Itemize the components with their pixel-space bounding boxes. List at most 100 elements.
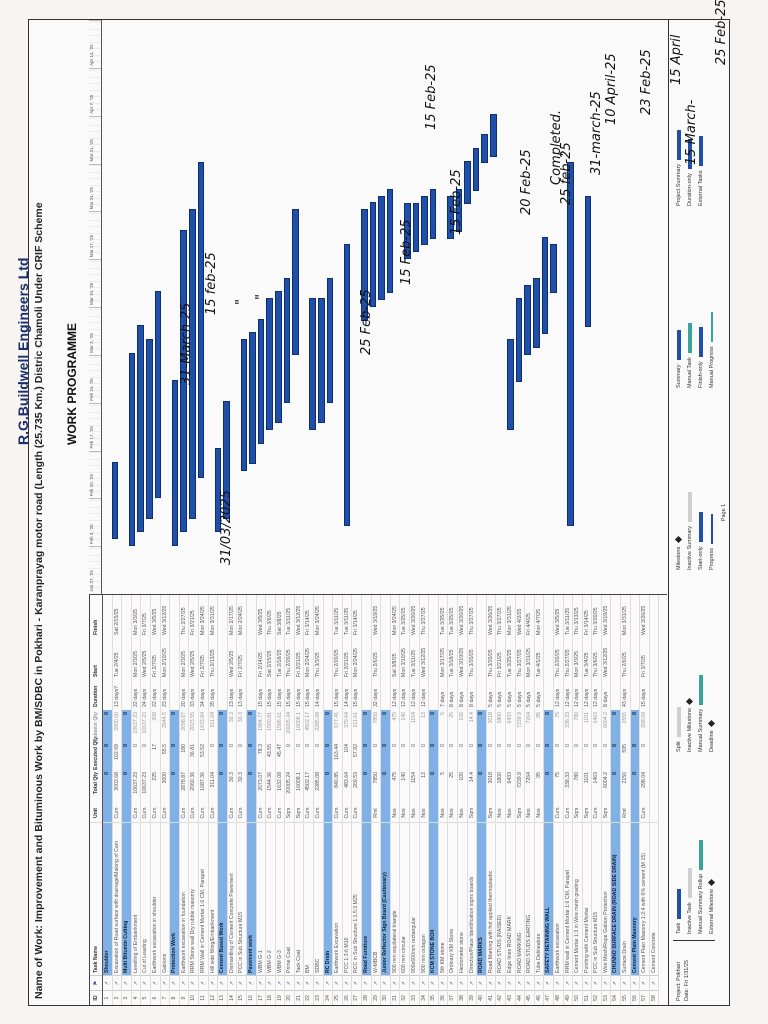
table-row: 9 ➚ Earthwork excavation in foundation Cum 2… — [179, 595, 190, 1005]
cell-name: ROAD MARKING — [515, 822, 525, 975]
task-mode-icon: ➚ — [457, 975, 467, 990]
task-bar — [128, 352, 136, 547]
table-row: 30 ➚ Junior Reflector Sign Board (Cautiona… — [381, 595, 391, 1005]
cell-start: Tue 4/1/25 — [535, 652, 542, 677]
table-row: 50 ➚ Cement Mortar 1:3 in Wire mesh gradin… — [573, 595, 583, 1005]
cell-name: PCC in Sub Structure M15 — [237, 822, 246, 975]
task-mode-icon: ➚ — [525, 975, 534, 990]
cell-tq: 140 — [401, 772, 408, 781]
task-bar — [533, 277, 540, 348]
cell-start — [650, 635, 659, 677]
legend-label: Summary — [675, 364, 682, 388]
cell-dur — [362, 677, 371, 710]
cell-fin: Wed 3/12/25 — [161, 605, 168, 635]
cell-fin — [429, 595, 438, 635]
cell-name: CHUNNO SURFACE DRAIN (ROAD SIDE DRAIN) — [611, 822, 621, 975]
cell-start: Wed 2/5/25 — [190, 650, 197, 677]
table-row: 23 ➚ SDBC Cum 2285.08 0 2285.08 14 days Thu 3/3/… — [314, 595, 324, 1005]
legend-label: Project Summary — [675, 163, 682, 206]
cell-name: Earthwork excavation in shoulder — [150, 822, 160, 975]
cell-dur: 12 days — [554, 688, 561, 707]
legend-swatch-icon — [676, 129, 681, 160]
cell-eq: 0 — [132, 744, 139, 747]
task-mode-icon: ➚ — [448, 975, 457, 990]
legend-item: Manual Progress — [706, 206, 717, 388]
cell-tq: 483.64 — [343, 772, 350, 788]
cell-dur — [650, 677, 659, 710]
cell-start — [170, 635, 179, 677]
cell-eq: 36.81 — [190, 744, 197, 757]
legend-label: Progress — [708, 547, 715, 570]
cell-id: 12 — [208, 990, 218, 1005]
cell-unit: Nos — [458, 808, 465, 818]
cell-id: 58 — [649, 990, 659, 1005]
cell-fin: Wed 3/26/25 — [641, 605, 648, 635]
cell-start: Mon 3/31/25 — [526, 648, 533, 677]
cell-dur: 15 days — [305, 688, 312, 707]
cell-dur: 13 days — [238, 688, 245, 707]
task-mode-icon: ➚ — [410, 975, 419, 990]
task-bar — [584, 195, 592, 328]
cell-tq: 1687.36 — [199, 772, 206, 791]
cell-dur: 15 days — [257, 688, 264, 707]
cell-dur: 35 days — [209, 688, 216, 707]
task-mode-icon: ➚ — [103, 975, 112, 990]
cell-name: Multi Bitumin Cutting — [122, 822, 131, 975]
cell-eq: 0 — [305, 744, 312, 747]
cell-unit — [429, 804, 438, 822]
cell-unit — [103, 804, 112, 822]
cell-dur: 8 days — [602, 691, 609, 707]
cell-unit: Nos — [535, 808, 542, 818]
cell-bq: 379.64 — [343, 712, 350, 728]
cell-eq: 0 — [439, 744, 446, 747]
cell-bq: 0 — [381, 710, 390, 742]
cell-eq: 0 — [593, 744, 600, 747]
cell-tq: 14.4 — [468, 772, 475, 783]
cell-id: 42 — [496, 990, 505, 1005]
table-row: 4 ➚ Levelling of Embankment Cum 10637.23 0 106… — [131, 595, 142, 1005]
cell-name: SAFETY RETAINING WALL — [544, 822, 553, 975]
cell-eq: 0 — [238, 744, 245, 747]
task-mode-icon: ➚ — [611, 975, 621, 990]
table-row: 45 ➚ ROAD STUDS EARTING Nos 7264 0 7264 5 days M… — [525, 595, 535, 1005]
cell-unit: Nos — [526, 808, 533, 818]
cell-fin: Tue 3/11/25 — [343, 607, 350, 635]
cell-dur: 5 days — [506, 691, 513, 707]
cell-start: Wed 3/12/25 — [420, 647, 427, 677]
cell-dur: 32 days — [372, 688, 379, 707]
table-row: 32 ➚ 600 mm circular Nos 140 0 140 12 days Mon 3… — [400, 595, 410, 1005]
cell-id: 26 — [342, 990, 352, 1005]
cell-fin — [103, 595, 112, 635]
cell-bq: 140 — [401, 712, 408, 721]
table-row: 56 ➚ Cement Plain Masonry 0 0 0 — [630, 595, 641, 1005]
cell-dur — [429, 677, 438, 710]
cell-tq: 0 — [630, 770, 640, 804]
cell-start: Thu 3/3/25 — [315, 652, 322, 677]
handwritten-note: 15 Feb-25 — [424, 64, 439, 130]
cell-fin: Fri 3/21/25 — [190, 610, 197, 635]
cell-name: KCM STONE BOX — [429, 822, 438, 975]
cell-bq: 0 — [170, 710, 179, 742]
cell-fin — [544, 595, 553, 635]
task-mode-icon: ➚ — [112, 975, 122, 990]
cell-start: Thu 2/20/25 — [286, 649, 293, 677]
cell-start: Thu 2/13/25 — [209, 649, 216, 677]
cell-start: Fri 2/21/25 — [295, 652, 302, 677]
task-bar — [292, 209, 299, 355]
table-row: 52 ➚ PCC in Sub Structure M15 Cum 1463 0 1463 1… — [592, 595, 602, 1005]
task-mode-icon: ➚ — [208, 975, 218, 990]
cell-unit: Sqm — [602, 807, 609, 819]
cell-name: Levelling of Embankment — [131, 822, 141, 975]
cell-fin — [381, 595, 390, 635]
legend-label: Manual Task — [686, 357, 693, 388]
task-bar — [472, 147, 480, 191]
cell-fin: Wed 3/5/25 — [151, 608, 158, 635]
cell-eq: 43.55 — [267, 744, 274, 757]
cell-dur: 7 days — [439, 691, 446, 707]
cell-name: Earthwork excavation in foundation — [179, 822, 189, 975]
cell-tq: 0 — [246, 770, 256, 804]
table-row: 13 ➚ Cement Based Work 0 0 0 — [218, 595, 228, 1005]
cell-tq: 7264 — [526, 772, 533, 784]
legend-label: Manual Summary Rollup — [697, 873, 704, 934]
cell-start: Fri 2/7/25 — [151, 655, 158, 677]
